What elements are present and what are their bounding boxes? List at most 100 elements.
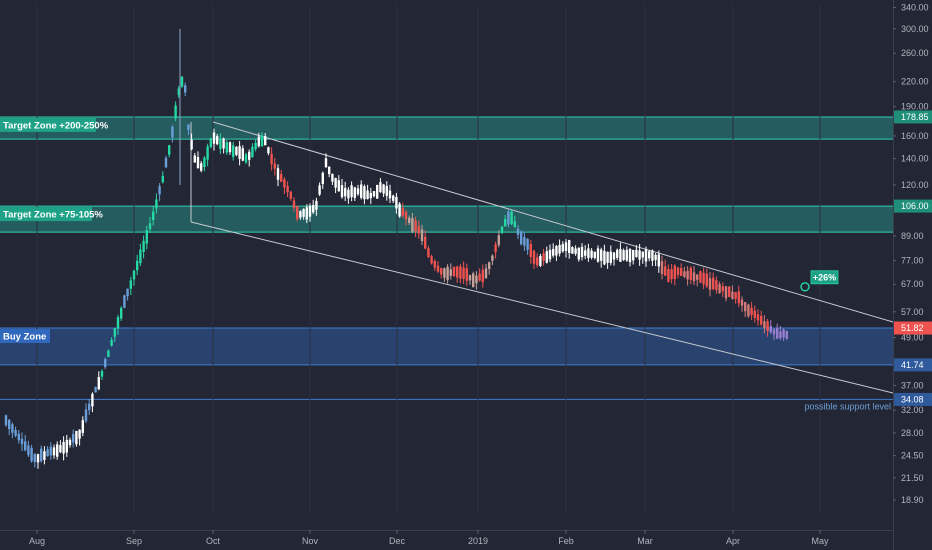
candle-body [209, 138, 212, 147]
candle-body [161, 175, 164, 183]
candle-body [424, 236, 427, 249]
candle-body [587, 248, 590, 259]
x-tick-label: Feb [558, 536, 574, 546]
y-tick-label: 28.00 [901, 428, 924, 438]
candle-body [468, 275, 472, 281]
candle-body [523, 237, 526, 246]
candle-body [350, 185, 353, 198]
candle-body [552, 248, 555, 256]
price-tag-label: 178.85 [901, 112, 929, 122]
candle-body [216, 136, 219, 145]
candle-body [568, 240, 571, 254]
candle-body [420, 229, 424, 241]
candle-body [270, 153, 273, 165]
candle-body [651, 250, 654, 261]
candle-body [107, 350, 110, 357]
target-badge [810, 270, 839, 285]
candle-body [360, 184, 363, 198]
y-tick-label: 340.00 [901, 2, 929, 12]
candle-body [59, 445, 62, 453]
candle-body [337, 180, 340, 192]
candle-body [702, 272, 705, 285]
candle-body [68, 439, 72, 446]
candle-body [712, 277, 715, 290]
candle-body [603, 250, 606, 265]
candle-body [590, 250, 593, 258]
candle-body [785, 331, 788, 339]
candles-layer [4, 28, 788, 469]
candle-body [542, 253, 545, 261]
candle-body [776, 327, 779, 339]
candle-body [574, 248, 577, 254]
candle-body [584, 250, 587, 256]
candle-body [689, 267, 692, 281]
candle-body [779, 331, 782, 339]
candle-body [331, 173, 334, 182]
candle-body [401, 207, 404, 216]
candle-body [504, 218, 507, 227]
candle-body [148, 223, 152, 230]
candle-body [40, 448, 43, 462]
candle-body [635, 249, 638, 257]
candle-body [558, 244, 561, 254]
y-tick-label: 21.50 [901, 473, 924, 483]
candle-body [596, 248, 600, 262]
candle-body [664, 266, 667, 276]
candle-body [705, 273, 708, 287]
candle-body [328, 166, 331, 175]
candle-body [113, 328, 116, 337]
candle-body [366, 190, 369, 199]
candle-body [142, 240, 145, 252]
candle-body [203, 157, 206, 168]
candle-body [62, 441, 65, 454]
candle-body [248, 151, 251, 160]
candle-body [404, 211, 408, 220]
candle-body [273, 163, 276, 169]
candle-body [766, 321, 769, 331]
candle-body [100, 371, 104, 377]
candle-body [296, 206, 299, 220]
candle-body [206, 146, 209, 160]
candle-body [312, 205, 315, 213]
candle-body [644, 249, 648, 262]
candle-body [299, 211, 302, 218]
price-tag-box [894, 358, 932, 372]
candle-body [609, 251, 612, 263]
candle-body [20, 438, 24, 445]
candle-body [283, 179, 286, 188]
candle-body [427, 248, 430, 258]
candle-body [782, 329, 785, 338]
candle-body [72, 434, 75, 443]
candle-body [564, 242, 568, 251]
candle-body [622, 250, 625, 260]
candle-body [238, 146, 241, 159]
candle-body [734, 292, 737, 299]
candle-body [116, 317, 120, 329]
candle-body [699, 271, 702, 283]
candle-body [731, 291, 734, 299]
candle-body [120, 307, 123, 319]
candle-body [104, 359, 107, 368]
candle-body [33, 454, 36, 463]
candle-body [561, 244, 564, 252]
candle-body [244, 154, 248, 163]
candle-body [340, 185, 344, 198]
candle-body [36, 454, 40, 463]
y-tick-label: 260.00 [901, 48, 929, 58]
candle-body [267, 147, 270, 154]
candle-body [379, 182, 382, 193]
candle-body [539, 255, 542, 266]
candle-body [17, 433, 20, 441]
candle-body [78, 429, 81, 439]
candle-body [632, 249, 635, 261]
candle-body [443, 268, 446, 278]
candle-body [219, 138, 222, 150]
price-tag-label: 106.00 [901, 201, 929, 211]
candle-body [580, 246, 584, 258]
candle-body [398, 203, 401, 217]
candle-body [763, 321, 766, 329]
candle-body [334, 177, 337, 188]
zone-label-box [0, 207, 92, 222]
candle-body [347, 189, 350, 199]
